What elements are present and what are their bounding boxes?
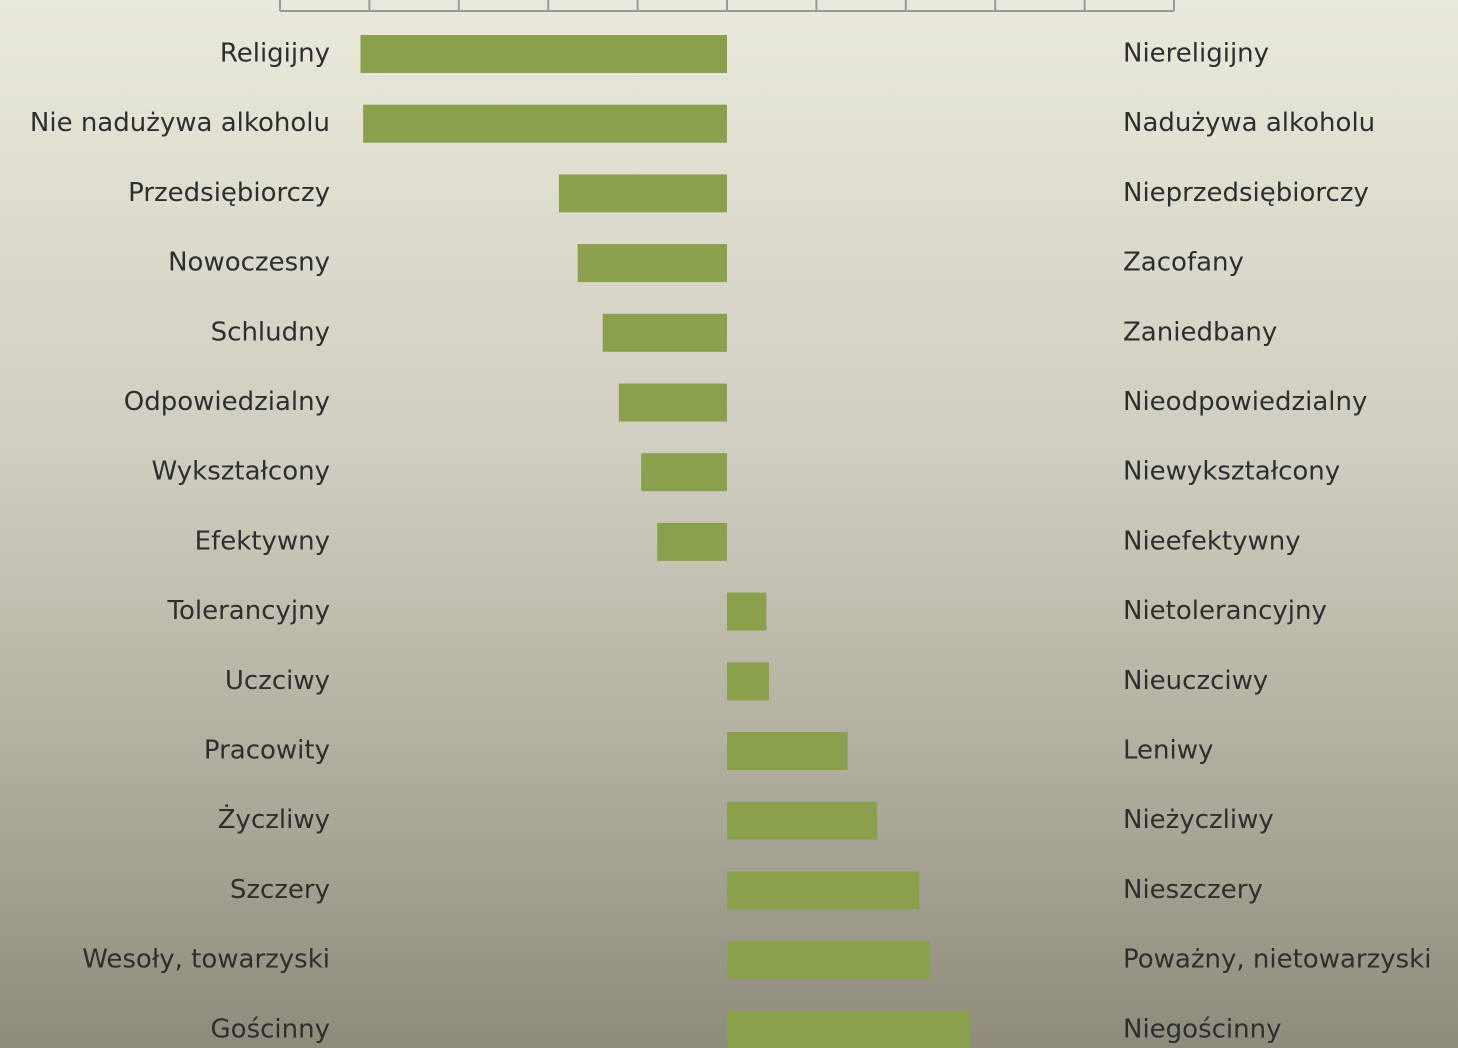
left-label: Tolerancyjny bbox=[167, 596, 330, 626]
right-label: Niewykształcony bbox=[1123, 457, 1340, 487]
right-label: Nadużywa alkoholu bbox=[1123, 108, 1375, 138]
right-label: Nieuczciwy bbox=[1123, 666, 1268, 696]
right-label: Nieefektywny bbox=[1123, 526, 1301, 556]
left-label: Przedsiębiorczy bbox=[128, 178, 330, 208]
bar bbox=[657, 522, 727, 561]
bar bbox=[727, 941, 930, 980]
bar bbox=[727, 662, 770, 701]
right-label: Nieszczery bbox=[1123, 875, 1263, 905]
bar bbox=[360, 35, 727, 73]
left-label: Pracowity bbox=[204, 736, 330, 766]
bar bbox=[602, 313, 727, 352]
bar bbox=[558, 174, 727, 213]
right-label: Nieżyczliwy bbox=[1123, 805, 1274, 835]
left-label: Wesoły, towarzyski bbox=[82, 945, 330, 975]
bar bbox=[727, 592, 767, 631]
bar bbox=[641, 453, 727, 492]
bar bbox=[727, 1010, 971, 1048]
right-label: Zacofany bbox=[1123, 248, 1244, 278]
right-label: Nieodpowiedzialny bbox=[1123, 387, 1367, 417]
left-label: Życzliwy bbox=[218, 803, 330, 835]
bar bbox=[363, 104, 727, 143]
left-label: Wykształcony bbox=[152, 457, 330, 487]
left-label: Gościnny bbox=[211, 1014, 330, 1044]
left-label: Uczciwy bbox=[225, 666, 330, 696]
left-label: Nowoczesny bbox=[168, 248, 330, 278]
left-label: Efektywny bbox=[195, 526, 330, 556]
right-label: Poważny, nietowarzyski bbox=[1123, 945, 1431, 975]
right-label: Leniwy bbox=[1123, 736, 1213, 766]
left-label: Religijny bbox=[220, 39, 330, 69]
bar bbox=[727, 732, 848, 770]
right-label: Nieprzedsiębiorczy bbox=[1123, 178, 1369, 208]
bar bbox=[618, 383, 727, 422]
left-label: Odpowiedzialny bbox=[124, 387, 330, 417]
right-label: Zaniedbany bbox=[1123, 317, 1277, 347]
bar bbox=[727, 871, 920, 910]
right-label: Niegościnny bbox=[1123, 1014, 1282, 1044]
left-label: Schludny bbox=[211, 317, 330, 347]
right-label: Niereligijny bbox=[1123, 39, 1269, 69]
bar bbox=[727, 801, 878, 840]
right-label: Nietolerancyjny bbox=[1123, 596, 1327, 626]
bar bbox=[577, 244, 727, 283]
left-label: Nie nadużywa alkoholu bbox=[30, 108, 330, 138]
left-label: Szczery bbox=[230, 875, 330, 905]
